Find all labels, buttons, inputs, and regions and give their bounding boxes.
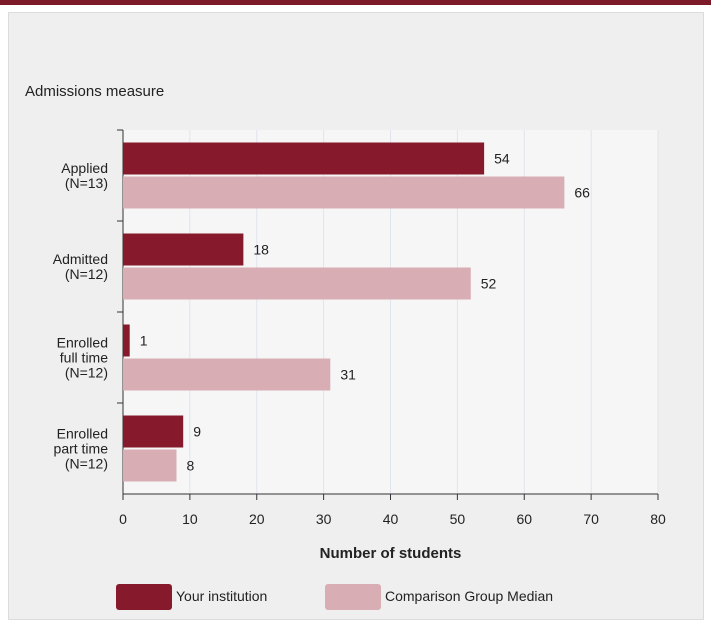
- bar-your-institution[interactable]: [123, 324, 130, 357]
- category-label-line: part time: [54, 441, 109, 457]
- bar-your-institution[interactable]: [123, 142, 485, 175]
- bar-comparison[interactable]: [123, 267, 471, 300]
- bar-comparison[interactable]: [123, 176, 565, 209]
- value-label-comparison: 8: [187, 458, 195, 474]
- x-tick-label: 60: [516, 511, 532, 527]
- category-label-line: Enrolled: [57, 335, 108, 351]
- legend-swatch-your-institution[interactable]: [116, 584, 172, 610]
- bar-your-institution[interactable]: [123, 415, 184, 448]
- category-label: Applied (N=13): [61, 160, 108, 191]
- x-tick-label: 10: [182, 511, 198, 527]
- value-label-your-institution: 9: [193, 424, 201, 440]
- category-label-line: Admitted: [53, 251, 108, 267]
- value-label-your-institution: 18: [253, 242, 269, 258]
- x-tick-label: 20: [249, 511, 265, 527]
- category-label-line: full time: [60, 350, 108, 366]
- top-accent-bar: [0, 0, 711, 5]
- category-label: Enrolled part time (N=12): [54, 426, 109, 472]
- category-label: Enrolled full time (N=12): [57, 335, 109, 381]
- value-label-comparison: 66: [574, 185, 590, 201]
- category-label-line: (N=12): [65, 365, 108, 381]
- x-tick-label: 80: [650, 511, 666, 527]
- x-axis-title: Number of students: [320, 545, 462, 562]
- value-label-your-institution: 54: [494, 151, 510, 167]
- x-tick-label: 70: [583, 511, 599, 527]
- x-tick-label: 0: [119, 511, 127, 527]
- x-tick-label: 30: [316, 511, 332, 527]
- category-label-line: (N=12): [65, 266, 108, 282]
- category-label-line: (N=13): [65, 175, 108, 191]
- legend-label-comparison[interactable]: Comparison Group Median: [385, 588, 554, 604]
- category-label-line: Applied: [61, 160, 108, 176]
- value-label-comparison: 31: [340, 367, 356, 383]
- x-tick-label: 50: [450, 511, 466, 527]
- legend: Your institution Comparison Group Median: [0, 584, 711, 610]
- legend-label-your-institution[interactable]: Your institution: [176, 588, 268, 604]
- legend-swatch-comparison[interactable]: [325, 584, 381, 610]
- y-axis-title: Admissions measure: [25, 83, 165, 100]
- value-label-your-institution: 1: [140, 333, 148, 349]
- bar-comparison[interactable]: [123, 358, 331, 391]
- category-label-line: Enrolled: [57, 426, 108, 442]
- bar-comparison[interactable]: [123, 449, 177, 482]
- x-tick-label: 40: [383, 511, 399, 527]
- bar-your-institution[interactable]: [123, 233, 244, 266]
- category-label-line: (N=12): [65, 456, 108, 472]
- value-label-comparison: 52: [481, 276, 497, 292]
- category-label: Admitted (N=12): [53, 251, 108, 282]
